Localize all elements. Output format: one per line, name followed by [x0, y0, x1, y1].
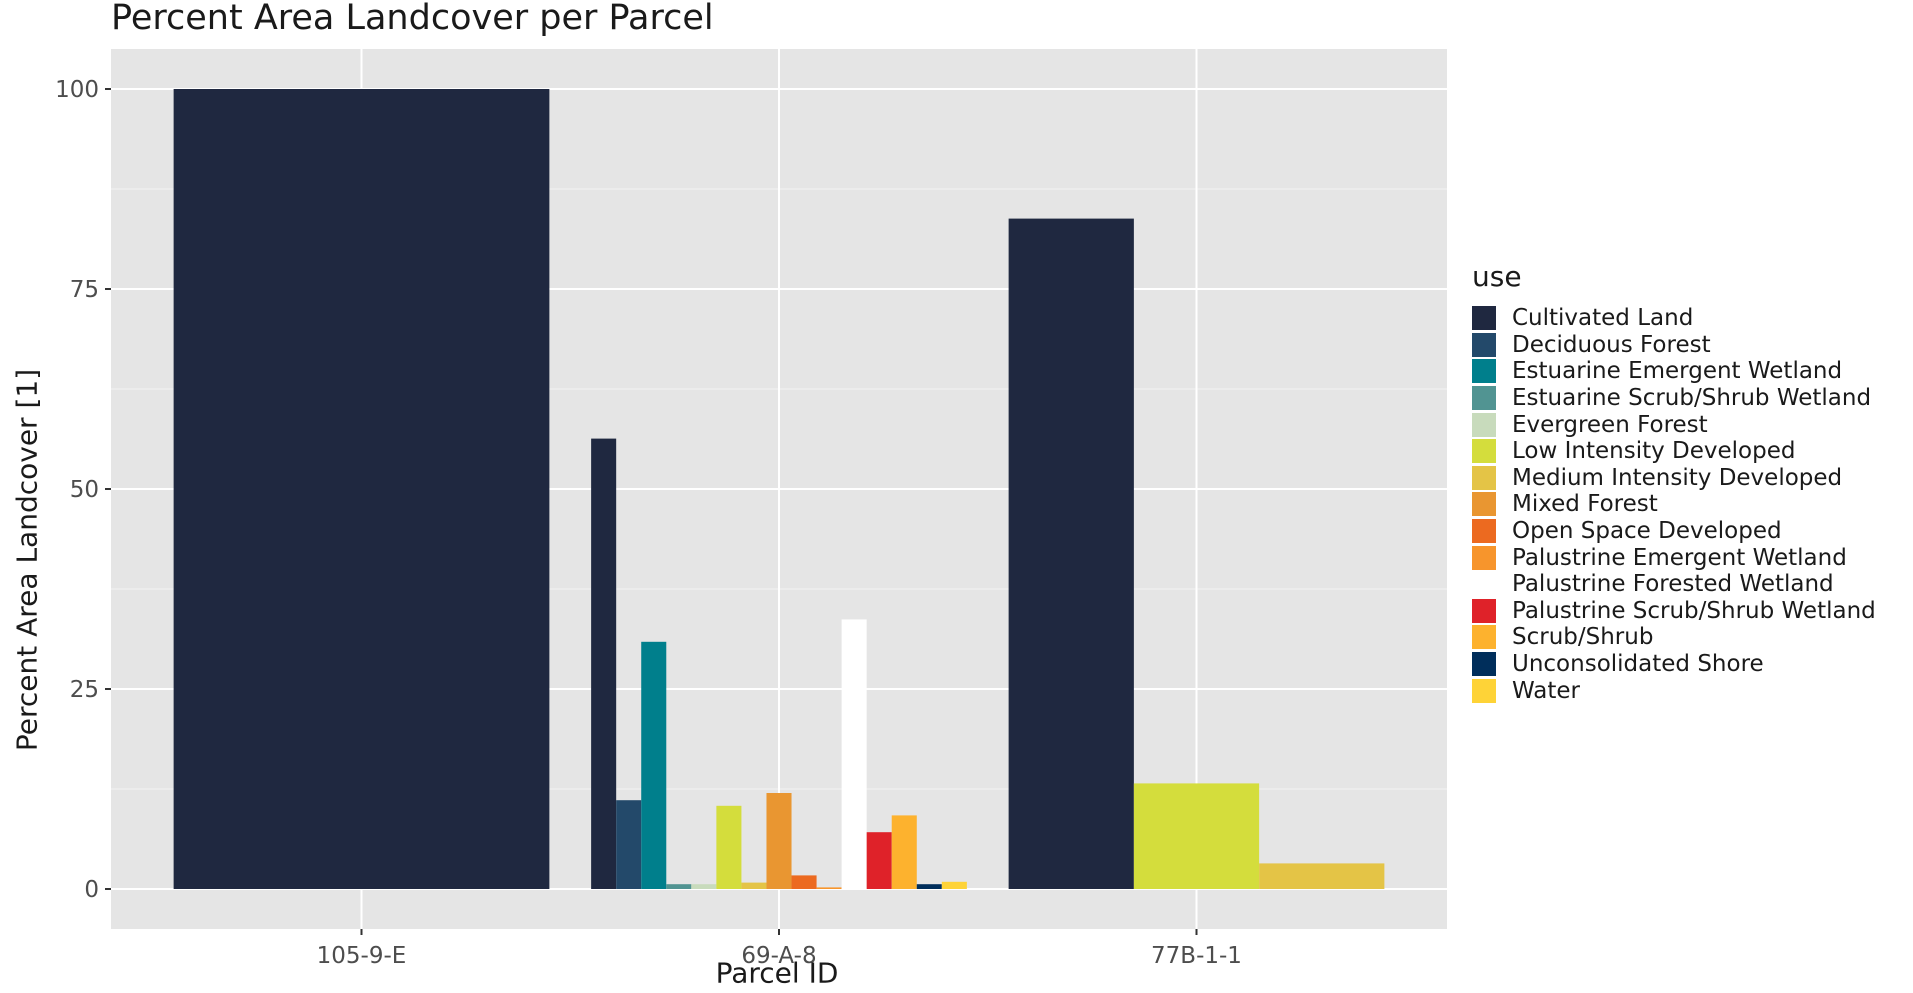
bar — [841, 619, 867, 889]
bar — [616, 800, 642, 889]
legend-key — [1472, 519, 1496, 544]
legend-item: Open Space Developed — [1472, 518, 1876, 545]
axes-group: 0 25 50 75 100 105-9-E 69-A-8 77B-1-1 — [55, 77, 1242, 969]
legend-label: Palustrine Emergent Wetland — [1512, 544, 1847, 571]
legend-label: Scrub/Shrub — [1512, 624, 1654, 651]
x-tick-label: 77B-1-1 — [1151, 943, 1242, 969]
legend-item: Deciduous Forest — [1472, 332, 1876, 359]
legend-items: Cultivated Land Deciduous Forest Estuarine… — [1472, 305, 1876, 704]
chart-title: Percent Area Landcover per Parcel — [111, 0, 714, 38]
bar — [1259, 863, 1385, 889]
legend-item: Low Intensity Developed — [1472, 438, 1876, 465]
legend-key — [1472, 678, 1496, 703]
legend-item: Palustrine Emergent Wetland — [1472, 544, 1876, 571]
y-axis-label: Percent Area Landcover [1] — [10, 368, 44, 752]
legend-label: Evergreen Forest — [1512, 411, 1708, 438]
legend-label: Water — [1512, 677, 1580, 704]
bar — [1008, 218, 1134, 890]
legend-key — [1472, 465, 1496, 490]
legend-key — [1472, 545, 1496, 570]
y-tick-label: 75 — [70, 277, 99, 303]
bar — [666, 884, 692, 889]
y-tick-label: 100 — [55, 77, 99, 103]
bars-group — [173, 89, 1385, 890]
legend-key — [1472, 625, 1496, 650]
bar — [691, 884, 717, 889]
legend-label: Medium Intensity Developed — [1512, 464, 1843, 491]
x-tick-label: 105-9-E — [317, 943, 407, 969]
legend-label: Open Space Developed — [1512, 518, 1782, 545]
legend-item: Medium Intensity Developed — [1472, 465, 1876, 492]
legend-label: Deciduous Forest — [1512, 331, 1711, 358]
legend-item: Palustrine Scrub/Shrub Wetland — [1472, 598, 1876, 625]
legend-item: Estuarine Emergent Wetland — [1472, 358, 1876, 385]
legend-item: Evergreen Forest — [1472, 411, 1876, 438]
legend-key — [1472, 412, 1496, 437]
legend-label: Estuarine Scrub/Shrub Wetland — [1512, 385, 1872, 412]
legend-key — [1472, 359, 1496, 384]
legend: use Cultivated Land Deciduous Forest Estua… — [1472, 260, 1876, 704]
legend-item: Scrub/Shrub — [1472, 624, 1876, 651]
legend-key — [1472, 598, 1496, 623]
bar — [816, 887, 842, 889]
legend-item: Cultivated Land — [1472, 305, 1876, 332]
bar — [741, 882, 767, 889]
x-tick-label: 69-A-8 — [741, 943, 816, 969]
y-tick-label: 0 — [84, 877, 99, 903]
bar — [641, 641, 667, 889]
bar — [941, 881, 967, 889]
x-axis-label: Parcel ID — [715, 956, 839, 990]
legend-key — [1472, 386, 1496, 411]
legend-key — [1472, 652, 1496, 677]
legend-label: Cultivated Land — [1512, 305, 1694, 332]
y-tick-label: 25 — [70, 677, 99, 703]
bar — [716, 805, 742, 889]
legend-item: Unconsolidated Shore — [1472, 651, 1876, 678]
bar — [891, 815, 917, 889]
bar — [766, 793, 792, 889]
bar — [591, 438, 617, 889]
legend-label: Estuarine Emergent Wetland — [1512, 358, 1843, 385]
legend-key — [1472, 332, 1496, 357]
bar — [1133, 783, 1260, 889]
legend-label: Palustrine Forested Wetland — [1512, 571, 1834, 598]
legend-label: Unconsolidated Shore — [1512, 651, 1764, 678]
bar — [173, 89, 550, 889]
legend-key — [1472, 306, 1496, 331]
legend-item: Palustrine Forested Wetland — [1472, 571, 1876, 598]
legend-item: Mixed Forest — [1472, 491, 1876, 518]
bar — [866, 832, 892, 889]
legend-item: Water — [1472, 677, 1876, 704]
legend-key — [1472, 572, 1496, 597]
y-tick-label: 50 — [70, 477, 99, 503]
legend-label: Mixed Forest — [1512, 491, 1658, 518]
legend-title: use — [1472, 260, 1522, 293]
legend-item: Estuarine Scrub/Shrub Wetland — [1472, 385, 1876, 412]
legend-label: Palustrine Scrub/Shrub Wetland — [1512, 597, 1876, 624]
legend-key — [1472, 439, 1496, 464]
bar — [916, 884, 942, 889]
legend-label: Low Intensity Developed — [1512, 438, 1796, 465]
bar — [791, 875, 817, 889]
legend-key — [1472, 492, 1496, 517]
